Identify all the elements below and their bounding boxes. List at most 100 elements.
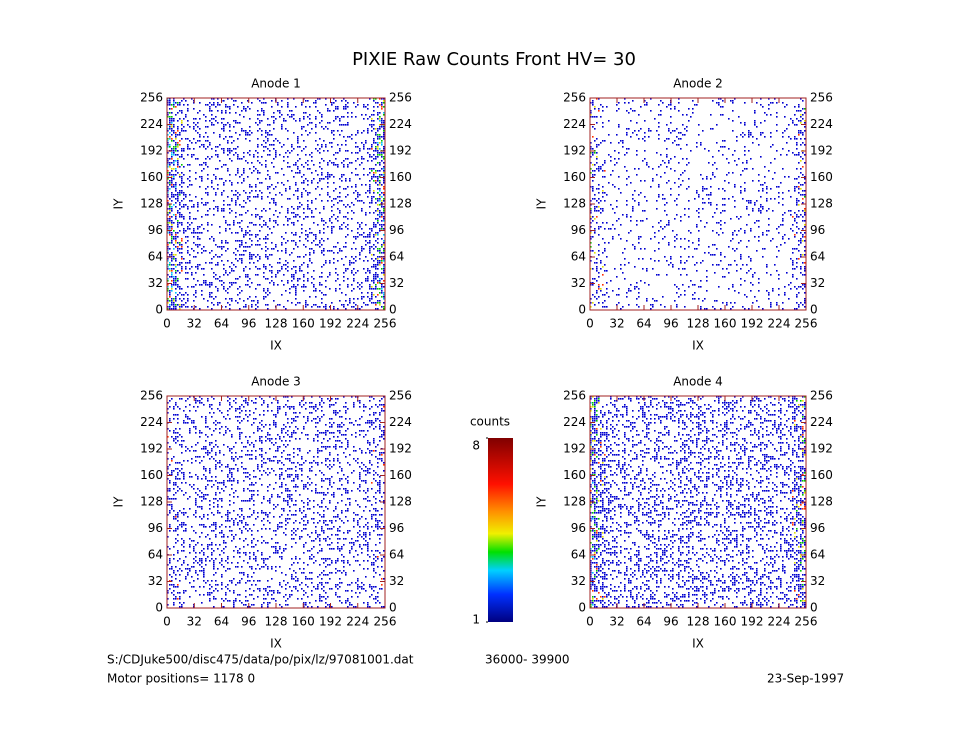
speckle xyxy=(167,98,385,310)
y-tick-label-right: 192 xyxy=(389,144,412,158)
x-tick-label: 128 xyxy=(687,615,710,629)
x-tick-label: 64 xyxy=(214,615,229,629)
y-tick-label-right: 128 xyxy=(810,495,833,509)
y-tick-label: 96 xyxy=(571,521,586,535)
y-tick-label: 64 xyxy=(571,250,586,264)
x-tick-label: 96 xyxy=(663,317,678,331)
y-tick-label: 256 xyxy=(563,91,586,105)
speckle xyxy=(590,396,806,608)
y-tick-label-right: 256 xyxy=(810,91,833,105)
x-tick-label: 256 xyxy=(795,615,818,629)
speckle xyxy=(590,108,806,248)
y-tick-label: 0 xyxy=(578,303,586,317)
y-tick-label-right: 96 xyxy=(389,521,404,535)
speckle xyxy=(590,98,806,310)
x-tick-label: 128 xyxy=(687,317,710,331)
x-tick-label: 192 xyxy=(319,317,342,331)
x-tick-label: 96 xyxy=(241,317,256,331)
y-tick-label-right: 160 xyxy=(810,468,833,482)
y-tick-label-right: 160 xyxy=(810,170,833,184)
y-tick-label: 192 xyxy=(563,144,586,158)
y-tick-label: 192 xyxy=(563,442,586,456)
y-tick-label-right: 256 xyxy=(810,389,833,403)
x-tick-label: 0 xyxy=(586,615,594,629)
y-tick-label-right: 64 xyxy=(810,250,825,264)
y-tick-label: 256 xyxy=(140,91,163,105)
x-tick-label: 256 xyxy=(374,317,397,331)
panel-title: Anode 3 xyxy=(251,375,301,389)
y-tick-label: 192 xyxy=(140,442,163,456)
x-tick-label: 128 xyxy=(265,615,288,629)
y-tick-label: 192 xyxy=(140,144,163,158)
y-tick-label-right: 192 xyxy=(810,442,833,456)
x-tick-label: 64 xyxy=(636,317,651,331)
x-tick-label: 64 xyxy=(214,317,229,331)
x-tick-label: 64 xyxy=(636,615,651,629)
x-axis-label: IX xyxy=(270,637,282,651)
page-title: PIXIE Raw Counts Front HV= 30 xyxy=(352,49,636,70)
y-tick-label: 96 xyxy=(148,223,163,237)
speckle xyxy=(167,396,385,608)
x-tick-label: 224 xyxy=(768,615,791,629)
y-tick-label: 160 xyxy=(563,468,586,482)
y-tick-label: 32 xyxy=(571,276,586,290)
y-tick-label: 64 xyxy=(148,250,163,264)
x-tick-label: 0 xyxy=(163,615,171,629)
x-tick-label: 192 xyxy=(741,615,764,629)
frame-range: 36000- 39900 xyxy=(485,653,570,667)
y-tick-label-right: 0 xyxy=(389,303,397,317)
x-tick-label: 96 xyxy=(663,615,678,629)
y-tick-label-right: 32 xyxy=(810,276,825,290)
x-axis-label: IX xyxy=(270,339,282,353)
speckle xyxy=(590,396,806,608)
x-tick-label: 224 xyxy=(768,317,791,331)
y-tick-label-right: 128 xyxy=(810,197,833,211)
speckle xyxy=(167,98,385,310)
plot-frame xyxy=(589,97,807,311)
x-tick-label: 192 xyxy=(319,615,342,629)
y-tick-label-right: 64 xyxy=(810,548,825,562)
panel-title: Anode 4 xyxy=(673,375,723,389)
y-tick-label-right: 128 xyxy=(389,197,412,211)
y-tick-label-right: 96 xyxy=(810,521,825,535)
date: 23-Sep-1997 xyxy=(767,672,844,686)
y-tick-label: 64 xyxy=(148,548,163,562)
y-axis-label: IY xyxy=(112,496,126,508)
y-tick-label: 96 xyxy=(148,521,163,535)
panel-title: Anode 2 xyxy=(673,77,723,91)
x-tick-label: 256 xyxy=(795,317,818,331)
x-tick-label: 160 xyxy=(292,615,315,629)
y-tick-label: 256 xyxy=(140,389,163,403)
file-path: S:/CDJuke500/disc475/data/po/pix/lz/9708… xyxy=(107,653,414,667)
y-tick-label: 128 xyxy=(563,197,586,211)
y-tick-label: 224 xyxy=(140,415,163,429)
x-tick-label: 160 xyxy=(714,317,737,331)
y-axis-label: IY xyxy=(535,496,549,508)
colorbar-tick-label: 1 xyxy=(472,613,480,627)
plot-frame xyxy=(166,395,386,609)
x-tick-label: 96 xyxy=(241,615,256,629)
y-tick-label: 224 xyxy=(563,415,586,429)
x-tick-label: 224 xyxy=(346,317,369,331)
x-tick-label: 32 xyxy=(187,615,202,629)
y-tick-label: 32 xyxy=(148,574,163,588)
x-tick-label: 224 xyxy=(346,615,369,629)
y-tick-label-right: 32 xyxy=(389,276,404,290)
y-tick-label: 160 xyxy=(140,468,163,482)
y-tick-label: 0 xyxy=(155,601,163,615)
x-axis-label: IX xyxy=(692,637,704,651)
y-tick-label-right: 160 xyxy=(389,170,412,184)
y-tick-label-right: 224 xyxy=(810,415,833,429)
y-tick-label: 32 xyxy=(148,276,163,290)
y-tick-label-right: 192 xyxy=(389,442,412,456)
speckle xyxy=(592,98,806,290)
x-tick-label: 0 xyxy=(586,317,594,331)
y-tick-label-right: 160 xyxy=(389,468,412,482)
speckle xyxy=(590,402,806,606)
colorbar-label: counts xyxy=(470,415,510,429)
x-tick-label: 256 xyxy=(374,615,397,629)
y-axis-label: IY xyxy=(112,198,126,210)
y-tick-label-right: 224 xyxy=(389,415,412,429)
x-tick-label: 32 xyxy=(609,615,624,629)
